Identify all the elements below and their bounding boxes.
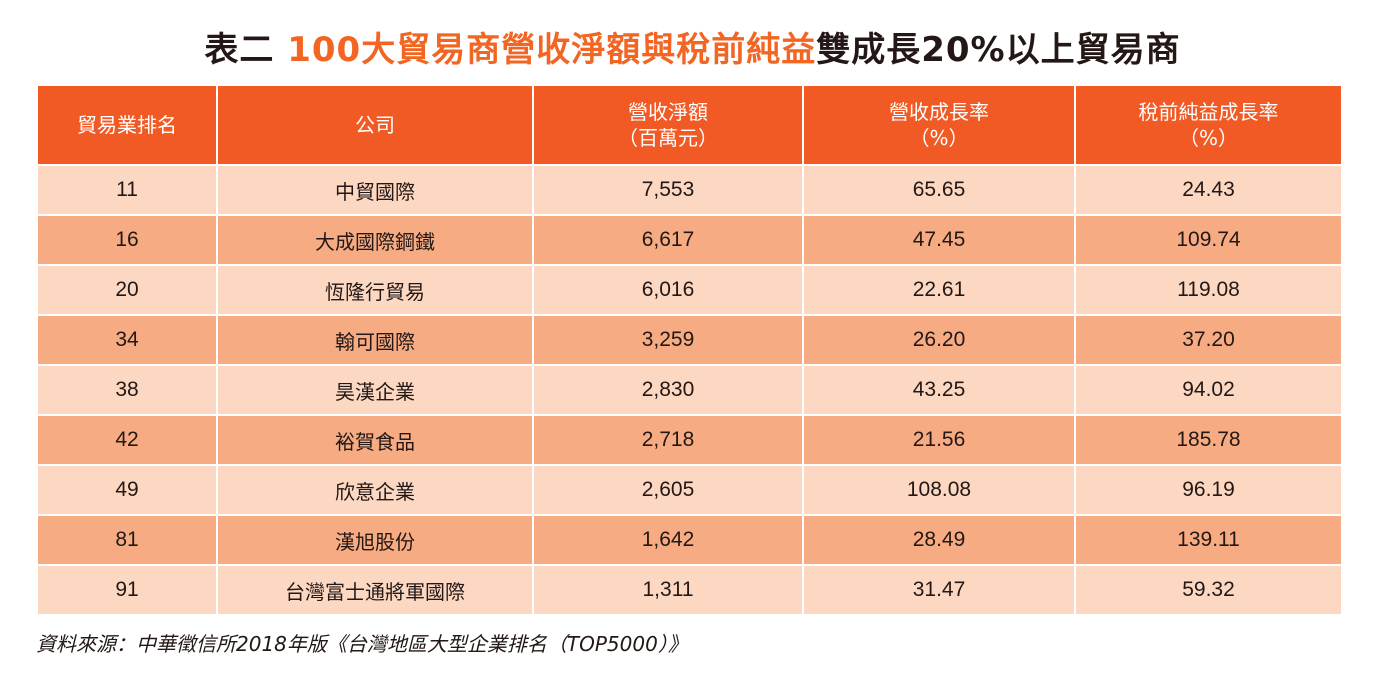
pretax-growth-cell: 96.19 — [1074, 465, 1343, 516]
table-row: 11 中貿國際 7,553 65.65 24.43 — [36, 165, 1343, 216]
header-company: 公司 — [216, 86, 534, 166]
pretax-growth-cell: 24.43 — [1074, 165, 1343, 216]
table-row: 49 欣意企業 2,605 108.08 96.19 — [36, 465, 1343, 516]
revenue-growth-cell: 26.20 — [802, 315, 1076, 366]
title-suffix: 雙成長20%以上貿易商 — [816, 30, 1181, 70]
pretax-growth-cell: 119.08 — [1074, 265, 1343, 316]
table-row: 16 大成國際鋼鐵 6,617 47.45 109.74 — [36, 215, 1343, 266]
revenue-growth-cell: 22.61 — [802, 265, 1076, 316]
revenue-cell: 6,617 — [532, 215, 804, 266]
company-cell: 中貿國際 — [216, 165, 534, 216]
rank-cell: 81 — [36, 515, 218, 566]
revenue-cell: 2,605 — [532, 465, 804, 516]
pretax-growth-cell: 185.78 — [1074, 415, 1343, 466]
revenue-growth-cell: 43.25 — [802, 365, 1076, 416]
header-revenue-growth: 營收成長率 （%） — [802, 86, 1076, 166]
table-row: 20 恆隆行貿易 6,016 22.61 119.08 — [36, 265, 1343, 316]
revenue-growth-cell: 108.08 — [802, 465, 1076, 516]
revenue-growth-cell: 65.65 — [802, 165, 1076, 216]
table-row: 38 昊漢企業 2,830 43.25 94.02 — [36, 365, 1343, 416]
pretax-growth-cell: 37.20 — [1074, 315, 1343, 366]
rank-cell: 49 — [36, 465, 218, 516]
rank-cell: 42 — [36, 415, 218, 466]
company-cell: 裕賀食品 — [216, 415, 534, 466]
rank-cell: 20 — [36, 265, 218, 316]
table-row: 34 翰可國際 3,259 26.20 37.20 — [36, 315, 1343, 366]
company-cell: 大成國際鋼鐵 — [216, 215, 534, 266]
revenue-cell: 7,553 — [532, 165, 804, 216]
revenue-cell: 3,259 — [532, 315, 804, 366]
revenue-growth-cell: 47.45 — [802, 215, 1076, 266]
pretax-growth-cell: 139.11 — [1074, 515, 1343, 566]
company-cell: 台灣富士通將軍國際 — [216, 565, 534, 616]
revenue-cell: 6,016 — [532, 265, 804, 316]
revenue-growth-cell: 21.56 — [802, 415, 1076, 466]
header-revenue: 營收淨額 （百萬元） — [532, 86, 804, 166]
data-table: 貿易業排名 公司 營收淨額 （百萬元） 營收成長率 （%） 稅前純益成長率 （%） 1… — [36, 86, 1343, 616]
revenue-cell: 1,642 — [532, 515, 804, 566]
header-pretax-growth: 稅前純益成長率 （%） — [1074, 86, 1343, 166]
source-note: 資料來源：中華徵信所2018年版《台灣地區大型企業排名（TOP5000）》 — [36, 632, 688, 656]
table-row: 42 裕賀食品 2,718 21.56 185.78 — [36, 415, 1343, 466]
rank-cell: 16 — [36, 215, 218, 266]
revenue-cell: 1,311 — [532, 565, 804, 616]
revenue-growth-cell: 28.49 — [802, 515, 1076, 566]
table-row: 81 漢旭股份 1,642 28.49 139.11 — [36, 515, 1343, 566]
company-cell: 欣意企業 — [216, 465, 534, 516]
rank-cell: 11 — [36, 165, 218, 216]
company-cell: 翰可國際 — [216, 315, 534, 366]
title-highlight: 100大貿易商營收淨額與稅前純益 — [287, 30, 817, 70]
rank-cell: 91 — [36, 565, 218, 616]
title-prefix: 表二 — [204, 30, 288, 70]
table-row: 91 台灣富士通將軍國際 1,311 31.47 59.32 — [36, 565, 1343, 616]
pretax-growth-cell: 94.02 — [1074, 365, 1343, 416]
revenue-growth-cell: 31.47 — [802, 565, 1076, 616]
rank-cell: 38 — [36, 365, 218, 416]
company-cell: 漢旭股份 — [216, 515, 534, 566]
company-cell: 昊漢企業 — [216, 365, 534, 416]
revenue-cell: 2,830 — [532, 365, 804, 416]
page-title: 表二 100大貿易商營收淨額與稅前純益雙成長20%以上貿易商 — [0, 22, 1385, 71]
pretax-growth-cell: 109.74 — [1074, 215, 1343, 266]
pretax-growth-cell: 59.32 — [1074, 565, 1343, 616]
revenue-cell: 2,718 — [532, 415, 804, 466]
table-header-row: 貿易業排名 公司 營收淨額 （百萬元） 營收成長率 （%） 稅前純益成長率 （%） — [36, 86, 1343, 166]
header-rank: 貿易業排名 — [36, 86, 218, 166]
rank-cell: 34 — [36, 315, 218, 366]
company-cell: 恆隆行貿易 — [216, 265, 534, 316]
